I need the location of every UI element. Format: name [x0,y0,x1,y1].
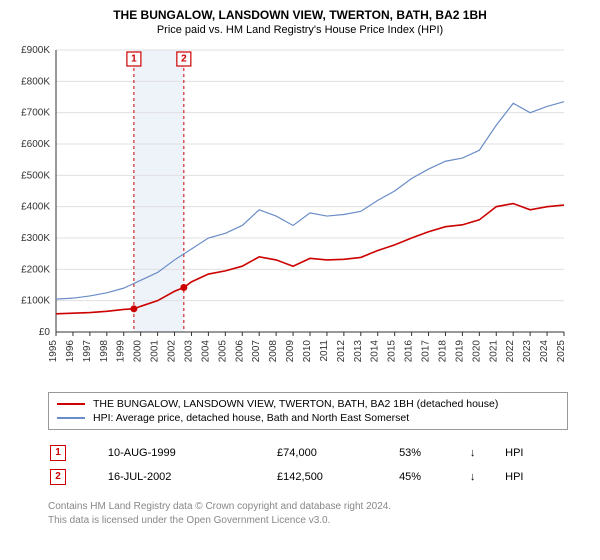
x-tick-label: 1995 [48,340,59,363]
x-tick-label: 2019 [454,340,465,363]
x-tick-label: 2006 [234,340,245,363]
y-tick-label: £200K [21,264,50,275]
x-tick-label: 2007 [251,340,262,363]
y-tick-label: £700K [21,108,50,119]
x-tick-label: 2020 [471,340,482,363]
y-tick-label: £600K [21,139,50,150]
x-tick-label: 2013 [353,340,364,363]
sale-row: 110-AUG-1999£74,00053%↓HPI [50,442,566,464]
sale-row: 216-JUL-2002£142,50045%↓HPI [50,466,566,488]
sale-arrow-icon: ↓ [470,466,503,488]
sale-point [130,305,137,312]
x-tick-label: 1998 [99,340,110,363]
legend: THE BUNGALOW, LANSDOWN VIEW, TWERTON, BA… [48,392,568,430]
sale-badge: 1 [50,442,106,464]
x-tick-label: 2004 [200,340,211,363]
chart-titles: THE BUNGALOW, LANSDOWN VIEW, TWERTON, BA… [8,8,592,36]
x-tick-label: 2002 [167,340,178,363]
chart-subtitle: Price paid vs. HM Land Registry's House … [8,24,592,36]
sale-vs: HPI [505,442,566,464]
x-tick-label: 1997 [82,340,93,363]
y-tick-label: £300K [21,233,50,244]
footer-line: Contains HM Land Registry data © Crown c… [48,500,568,514]
x-tick-label: 1996 [65,340,76,363]
price-line [56,204,564,314]
footer-line: This data is licensed under the Open Gov… [48,514,568,528]
y-tick-label: £500K [21,170,50,181]
x-tick-label: 2021 [488,340,499,363]
marker-number: 2 [181,54,187,65]
legend-label: THE BUNGALOW, LANSDOWN VIEW, TWERTON, BA… [93,398,498,410]
y-tick-label: £100K [21,296,50,307]
x-tick-label: 2016 [404,340,415,363]
sale-price: £142,500 [277,466,397,488]
legend-swatch [57,403,85,405]
x-tick-label: 2009 [285,340,296,363]
x-tick-label: 2000 [133,340,144,363]
sale-point [180,284,187,291]
sale-date: 10-AUG-1999 [108,442,275,464]
chart-container: THE BUNGALOW, LANSDOWN VIEW, TWERTON, BA… [8,8,592,527]
x-tick-label: 1999 [116,340,127,363]
legend-label: HPI: Average price, detached house, Bath… [93,412,409,424]
x-tick-label: 2014 [370,340,381,363]
x-tick-label: 2015 [387,340,398,363]
chart-title: THE BUNGALOW, LANSDOWN VIEW, TWERTON, BA… [8,8,592,22]
sale-date: 16-JUL-2002 [108,466,275,488]
y-tick-label: £400K [21,202,50,213]
x-tick-label: 2023 [522,340,533,363]
x-tick-label: 2025 [556,340,567,363]
x-tick-label: 2001 [150,340,161,363]
sale-badge: 2 [50,466,106,488]
x-tick-label: 2022 [505,340,516,363]
sale-pct: 45% [399,466,468,488]
sale-pct: 53% [399,442,468,464]
sale-arrow-icon: ↓ [470,442,503,464]
legend-item: THE BUNGALOW, LANSDOWN VIEW, TWERTON, BA… [57,397,559,411]
y-tick-label: £800K [21,76,50,87]
x-tick-label: 2017 [421,340,432,363]
x-tick-label: 2008 [268,340,279,363]
y-tick-label: £0 [39,327,51,338]
x-tick-label: 2003 [183,340,194,363]
line-chart-svg: £0 £100K £200K £300K £400K £500K £600K £700K £80… [8,42,568,382]
sales-table: 110-AUG-1999£74,00053%↓HPI216-JUL-2002£1… [48,440,568,490]
sale-vs: HPI [505,466,566,488]
x-tick-label: 2005 [217,340,228,363]
marker-number: 1 [131,54,137,65]
x-tick-label: 2011 [319,340,330,362]
x-tick-label: 2018 [437,340,448,363]
sale-price: £74,000 [277,442,397,464]
attribution-footer: Contains HM Land Registry data © Crown c… [48,500,568,527]
y-tick-label: £900K [21,45,50,56]
legend-item: HPI: Average price, detached house, Bath… [57,411,559,425]
legend-swatch [57,417,85,419]
x-tick-label: 2010 [302,340,313,363]
x-tick-label: 2012 [336,340,347,363]
plot-area: £0 £100K £200K £300K £400K £500K £600K £700K £80… [8,42,592,382]
x-tick-label: 2024 [539,340,550,363]
